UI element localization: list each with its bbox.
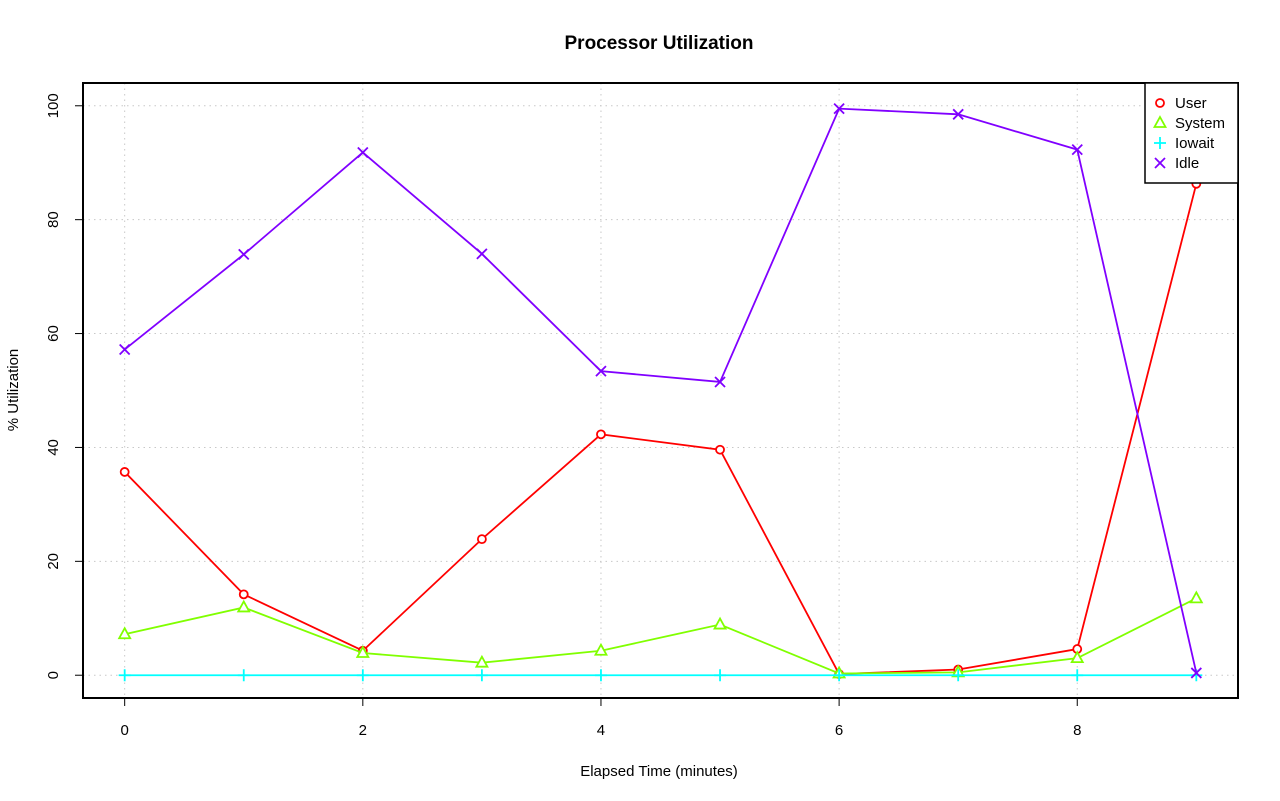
series-idle: [119, 102, 1202, 679]
data-point-idle: [714, 376, 726, 388]
data-point-iowait: [475, 669, 488, 682]
data-point-idle: [833, 102, 845, 115]
legend-marker-idle: [1154, 157, 1166, 169]
data-point-idle: [238, 248, 250, 261]
y-tick-label: 40: [45, 439, 62, 456]
y-axis: 0 20 40 60 80 100: [45, 93, 83, 679]
legend-marker-user: [1155, 98, 1165, 108]
data-point-idle: [952, 108, 964, 120]
x-tick-label: 0: [121, 722, 129, 739]
legend-label-idle: Idle: [1175, 155, 1199, 172]
data-point-iowait: [952, 669, 965, 682]
data-point-system: [1189, 590, 1204, 604]
legend-marker-system: [1152, 115, 1168, 128]
data-point-iowait: [714, 669, 727, 682]
data-point-iowait: [118, 669, 131, 682]
data-point-user: [476, 534, 487, 545]
y-axis-label: % Utilization: [5, 349, 22, 432]
x-tick-label: 8: [1073, 722, 1081, 739]
series-line-idle: [124, 107, 1198, 674]
data-point-system: [355, 645, 370, 658]
legend-label-iowait: Iowait: [1175, 135, 1215, 152]
data-point-system: [117, 626, 132, 640]
series-line-user: [124, 183, 1198, 676]
x-axis-label: Elapsed Time (minutes): [580, 763, 738, 780]
legend: User System Iowait Idle: [1144, 82, 1239, 184]
y-tick-label: 0: [45, 671, 62, 679]
y-tick-label: 100: [45, 93, 62, 118]
data-point-idle: [357, 146, 369, 159]
y-tick-label: 80: [45, 211, 62, 228]
data-point-idle: [1190, 667, 1202, 679]
data-point-idle: [595, 365, 607, 377]
series-line-system: [124, 597, 1197, 675]
series-user: [119, 178, 1202, 679]
data-point-iowait: [1071, 669, 1084, 682]
legend-marker-iowait: [1154, 137, 1166, 149]
legend-label-user: User: [1175, 95, 1207, 112]
data-point-user: [119, 467, 130, 477]
y-tick-label: 20: [45, 553, 62, 570]
series-system: [117, 590, 1204, 679]
legend-label-system: System: [1175, 115, 1225, 132]
data-point-system: [474, 654, 489, 668]
chart-title: Processor Utilization: [565, 33, 754, 54]
grid-lines: [83, 83, 1238, 698]
x-tick-label: 4: [597, 722, 605, 739]
x-axis: 0 2 4 6 8: [121, 698, 1081, 739]
y-tick-label: 60: [45, 325, 62, 342]
data-point-system: [1070, 650, 1085, 664]
data-point-system: [593, 642, 608, 656]
x-tick-label: 6: [835, 722, 843, 739]
data-point-idle: [119, 343, 131, 356]
data-point-user: [715, 444, 725, 455]
data-point-idle: [476, 248, 488, 260]
data-point-system: [713, 616, 728, 630]
series-iowait: [118, 669, 1203, 682]
data-point-iowait: [833, 669, 846, 682]
x-tick-label: 2: [359, 722, 367, 739]
data-point-user: [238, 589, 249, 600]
data-point-system: [236, 599, 251, 613]
plot-frame: [82, 82, 1239, 699]
data-point-iowait: [237, 669, 250, 682]
data-point-iowait: [594, 669, 607, 682]
series-group: [117, 102, 1204, 682]
data-point-iowait: [356, 669, 369, 682]
data-point-user: [596, 429, 606, 440]
data-point-idle: [1071, 143, 1083, 156]
